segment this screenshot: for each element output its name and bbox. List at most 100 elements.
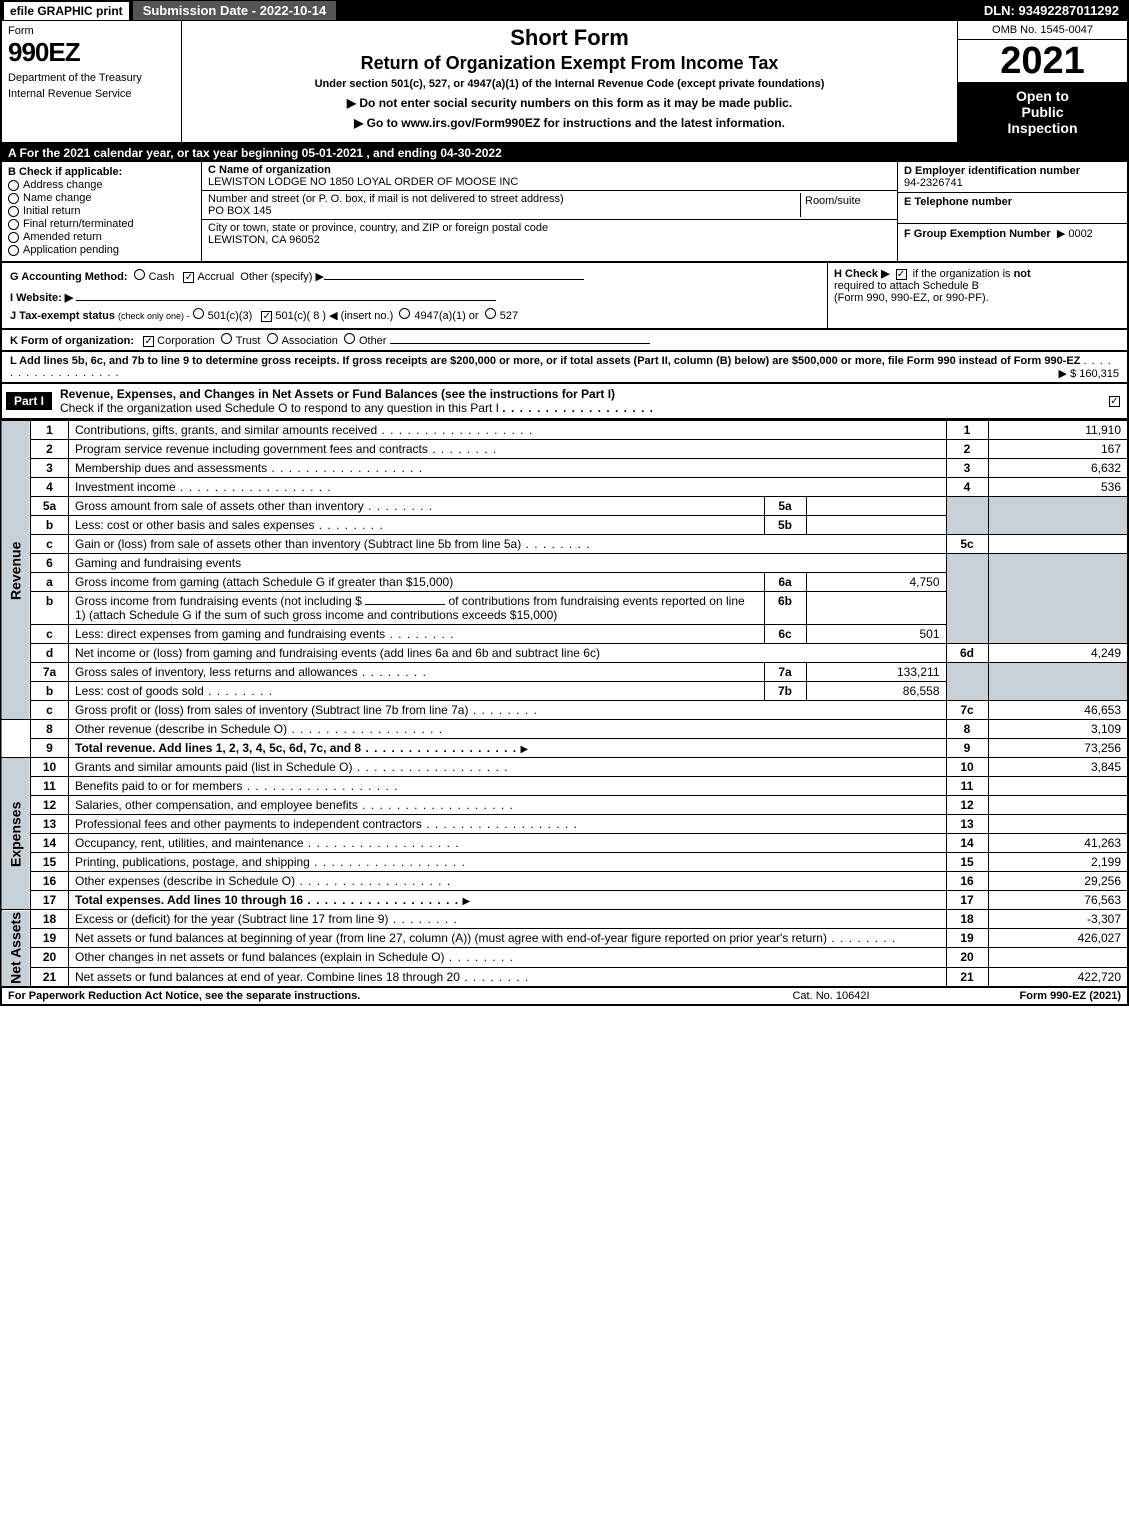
c-name-label: C Name of organization — [208, 164, 891, 176]
section-b-title: B Check if applicable: — [8, 166, 195, 178]
vtab-revenue: Revenue — [1, 421, 31, 720]
line-6b-desc1: Gross income from fundraising events (no… — [75, 594, 362, 608]
line-19-num: 19 — [31, 929, 69, 948]
line-6a-desc: Gross income from gaming (attach Schedul… — [69, 573, 765, 592]
line-6c-subval: 501 — [806, 625, 946, 644]
l-value: ▶ $ 160,315 — [1059, 367, 1119, 380]
check-501c[interactable] — [261, 311, 272, 322]
form-number: 990EZ — [8, 37, 175, 68]
check-association[interactable] — [267, 333, 278, 344]
line-5a-sub: 5a — [764, 497, 806, 516]
line-3-num: 3 — [31, 459, 69, 478]
line-18-desc: Excess or (deficit) for the year (Subtra… — [75, 912, 458, 926]
line-3-val: 6,632 — [988, 459, 1128, 478]
check-trust[interactable] — [221, 333, 232, 344]
footer-cat-no: Cat. No. 10642I — [721, 990, 941, 1002]
line-3-box: 3 — [946, 459, 988, 478]
check-part-i-schedule-o[interactable] — [1109, 396, 1120, 407]
line-19-box: 19 — [946, 929, 988, 948]
check-501c3[interactable] — [193, 308, 204, 319]
i-website-label: I Website: ▶ — [10, 292, 73, 304]
vtab-spacer — [1, 720, 31, 758]
line-5b-desc: Less: cost or other basis and sales expe… — [75, 518, 384, 532]
efile-print-label[interactable]: efile GRAPHIC print — [4, 2, 129, 20]
line-6d-num: d — [31, 644, 69, 663]
line-2-desc: Program service revenue including govern… — [75, 442, 497, 456]
line-16-val: 29,256 — [988, 872, 1128, 891]
line-a-period: A For the 2021 calendar year, or tax yea… — [0, 144, 1129, 162]
line-5c-num: c — [31, 535, 69, 554]
part-i-label: Part I — [6, 392, 52, 410]
shade-6 — [946, 554, 988, 644]
line-17-val: 76,563 — [988, 891, 1128, 910]
line-4-desc: Investment income — [75, 480, 332, 494]
tax-year: 2021 — [958, 40, 1127, 82]
check-initial-return[interactable] — [8, 206, 19, 217]
line-6c-desc: Less: direct expenses from gaming and fu… — [75, 627, 455, 641]
title-return-exempt: Return of Organization Exempt From Incom… — [190, 53, 949, 74]
check-amended-return[interactable] — [8, 232, 19, 243]
check-cash[interactable] — [134, 269, 145, 280]
line-20-desc: Other changes in net assets or fund bala… — [75, 950, 514, 964]
line-5c-box: 5c — [946, 535, 988, 554]
line-9-box: 9 — [946, 739, 988, 758]
line-15-num: 15 — [31, 853, 69, 872]
line-10-val: 3,845 — [988, 758, 1128, 777]
line-11-box: 11 — [946, 777, 988, 796]
check-527[interactable] — [485, 308, 496, 319]
line-3-desc: Membership dues and assessments — [75, 461, 423, 475]
shade-5ab-val — [988, 497, 1128, 535]
line-6a-subval: 4,750 — [806, 573, 946, 592]
line-7a-subval: 133,211 — [806, 663, 946, 682]
line-19-val: 426,027 — [988, 929, 1128, 948]
check-accrual[interactable] — [183, 272, 194, 283]
line-7b-sub: 7b — [764, 682, 806, 701]
lbl-cash: Cash — [149, 271, 175, 283]
line-7b-desc: Less: cost of goods sold — [75, 684, 273, 698]
check-final-return[interactable] — [8, 219, 19, 230]
line-14-val: 41,263 — [988, 834, 1128, 853]
line-12-desc: Salaries, other compensation, and employ… — [75, 798, 514, 812]
other-specify-input[interactable] — [324, 279, 584, 280]
check-application-pending[interactable] — [8, 245, 19, 256]
check-address-change[interactable] — [8, 180, 19, 191]
check-corporation[interactable] — [143, 336, 154, 347]
line-8-desc: Other revenue (describe in Schedule O) — [75, 722, 443, 736]
check-4947[interactable] — [399, 308, 410, 319]
line-6b-num: b — [31, 592, 69, 625]
lbl-other-specify: Other (specify) ▶ — [240, 271, 324, 283]
check-h[interactable] — [896, 269, 907, 280]
line-5a-subval — [806, 497, 946, 516]
line-15-desc: Printing, publications, postage, and shi… — [75, 855, 466, 869]
lbl-trust: Trust — [236, 335, 261, 347]
website-input[interactable] — [76, 300, 496, 301]
lbl-final-return: Final return/terminated — [23, 218, 134, 230]
line-5c-desc: Gain or (loss) from sale of assets other… — [75, 537, 591, 551]
line-2-val: 167 — [988, 440, 1128, 459]
line-6b-blank[interactable] — [365, 604, 445, 605]
submission-date-label: Submission Date - 2022-10-14 — [133, 1, 337, 20]
line-4-num: 4 — [31, 478, 69, 497]
line-11-desc: Benefits paid to or for members — [75, 779, 398, 793]
lbl-k-other: Other — [359, 335, 387, 347]
check-name-change[interactable] — [8, 193, 19, 204]
g-label: G Accounting Method: — [10, 271, 128, 283]
lbl-initial-return: Initial return — [23, 205, 80, 217]
line-8-box: 8 — [946, 720, 988, 739]
line-13-box: 13 — [946, 815, 988, 834]
h-text2: required to attach Schedule B — [834, 280, 979, 292]
check-k-other[interactable] — [344, 333, 355, 344]
line-5b-subval — [806, 516, 946, 535]
row-l: L Add lines 5b, 6c, and 7b to line 9 to … — [0, 352, 1129, 384]
j-tax-exempt-label: J Tax-exempt status — [10, 310, 115, 322]
line-14-box: 14 — [946, 834, 988, 853]
line-14-num: 14 — [31, 834, 69, 853]
line-7a-num: 7a — [31, 663, 69, 682]
line-7b-num: b — [31, 682, 69, 701]
lbl-501c: 501(c)( 8 ) ◀ (insert no.) — [275, 310, 393, 322]
goto-link[interactable]: ▶ Go to www.irs.gov/Form990EZ for instru… — [190, 116, 949, 130]
line-18-val: -3,307 — [988, 910, 1128, 929]
c-name-value: LEWISTON LODGE NO 1850 LOYAL ORDER OF MO… — [208, 176, 891, 188]
k-other-input[interactable] — [390, 343, 650, 344]
arrow-icon — [520, 741, 531, 755]
